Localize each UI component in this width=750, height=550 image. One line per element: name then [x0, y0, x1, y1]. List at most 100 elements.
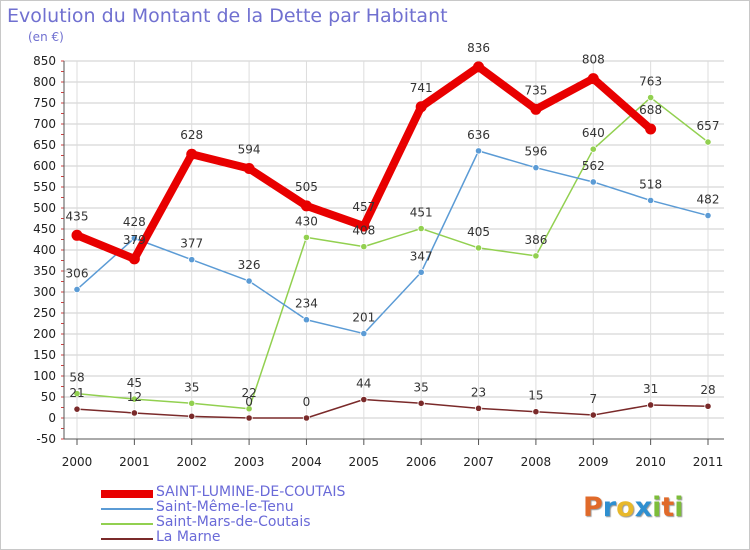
x-tick-label: 2008: [521, 455, 552, 469]
y-tick-label: 700: [33, 117, 56, 131]
y-tick-label: 800: [33, 75, 56, 89]
y-tick-label: -50: [36, 432, 56, 446]
chart-subtitle: (en €): [28, 30, 64, 44]
data-point: [186, 148, 198, 160]
data-point: [360, 395, 368, 404]
data-point: [532, 164, 540, 172]
x-tick-label: 2011: [693, 455, 724, 469]
data-point: [415, 101, 427, 113]
data-label: 12: [127, 390, 142, 404]
logo-letter: t: [661, 492, 675, 523]
y-tick-label: 450: [33, 222, 56, 236]
data-label: 0: [245, 395, 253, 409]
data-point: [302, 233, 311, 241]
x-tick-label: 2000: [62, 455, 93, 469]
data-label: 58: [69, 371, 84, 385]
x-tick-label: 2007: [463, 455, 494, 469]
data-label: 23: [471, 385, 486, 399]
data-label: 735: [524, 83, 547, 97]
data-point: [300, 200, 312, 212]
legend-swatch: [101, 523, 153, 525]
x-axis-tick-labels: 2000 2001 2002 2003 2004 2005 2006 2007 2008 2009…: [62, 455, 724, 469]
legend-label: Saint-Même-le-Tenu: [156, 499, 294, 515]
logo-letter: P: [583, 492, 603, 523]
data-label: 22: [241, 386, 256, 400]
legend-label: Saint-Mars-de-Coutais: [156, 514, 311, 530]
y-tick-label: 850: [33, 54, 56, 68]
y-tick-label: 750: [33, 96, 56, 110]
data-point: [358, 220, 370, 232]
axes: [61, 60, 724, 445]
data-point: [589, 145, 597, 153]
data-point: [188, 256, 196, 264]
series-line: [76, 398, 709, 419]
data-labels: 4353796285945054577418367358086883064283…: [66, 41, 720, 409]
legend-swatch: [101, 538, 153, 540]
data-label: 640: [582, 126, 605, 140]
data-label: 457: [352, 200, 375, 214]
data-point: [245, 414, 253, 422]
y-axis-tick-labels: -50 0 50 100 150 200 250 300 350 400 450 500 550 600 6…: [33, 54, 56, 446]
data-point: [130, 395, 138, 403]
x-tick-label: 2010: [635, 455, 666, 469]
data-label: 451: [410, 206, 433, 220]
chart-title: Evolution du Montant de la Dette par Hab…: [7, 5, 448, 27]
data-point: [360, 243, 368, 251]
data-point: [245, 277, 253, 285]
data-label: 386: [524, 233, 547, 247]
legend-label: SAINT-LUMINE-DE-COUTAIS: [156, 484, 346, 500]
y-tick-label: 550: [33, 180, 56, 194]
data-point: [188, 412, 196, 420]
data-label: 326: [238, 258, 261, 272]
data-point: [245, 405, 253, 413]
data-label: 594: [238, 143, 261, 157]
logo-letter: o: [616, 492, 635, 523]
data-point: [704, 211, 712, 220]
x-tick-label: 2004: [291, 455, 322, 469]
data-label: 430: [295, 214, 318, 228]
logo-letter: x: [634, 492, 653, 523]
data-label: 408: [352, 224, 375, 238]
data-point: [704, 402, 712, 410]
legend-swatch: [101, 490, 153, 498]
data-point: [417, 399, 425, 407]
data-label: 808: [582, 53, 605, 67]
data-point: [589, 178, 597, 186]
data-point: [243, 163, 255, 175]
data-point: [73, 285, 81, 294]
data-point: [704, 138, 712, 146]
data-point: [128, 253, 140, 265]
data-label: 45: [127, 376, 142, 390]
data-label: 688: [639, 103, 662, 117]
x-tick-label: 2001: [119, 455, 150, 469]
data-point: [532, 408, 540, 416]
data-label: 201: [352, 311, 375, 325]
y-tick-label: 350: [33, 264, 56, 278]
data-point: [647, 401, 655, 409]
y-tick-label: 50: [41, 390, 56, 404]
data-point: [530, 103, 542, 115]
x-tick-label: 2006: [406, 455, 437, 469]
data-label: 28: [700, 383, 715, 397]
data-label: 628: [180, 128, 203, 142]
x-tick-label: 2009: [578, 455, 609, 469]
y-tick-label: 250: [33, 306, 56, 320]
data-label: 518: [639, 177, 662, 191]
data-point: [589, 411, 597, 419]
data-label: 657: [697, 119, 720, 133]
x-tick-label: 2002: [176, 455, 207, 469]
data-point: [587, 73, 599, 85]
data-point: [302, 414, 311, 422]
data-label: 379: [123, 233, 146, 247]
data-label: 21: [69, 386, 84, 400]
legend-label: La Marne: [156, 529, 221, 545]
data-label: 763: [639, 75, 662, 89]
data-point: [130, 409, 138, 417]
y-tick-label: 100: [33, 369, 56, 383]
y-tick-label: 0: [48, 411, 56, 425]
logo-letter: i: [674, 492, 684, 523]
data-label: 741: [410, 81, 433, 95]
data-point: [73, 405, 81, 413]
data-label: 234: [295, 297, 318, 311]
